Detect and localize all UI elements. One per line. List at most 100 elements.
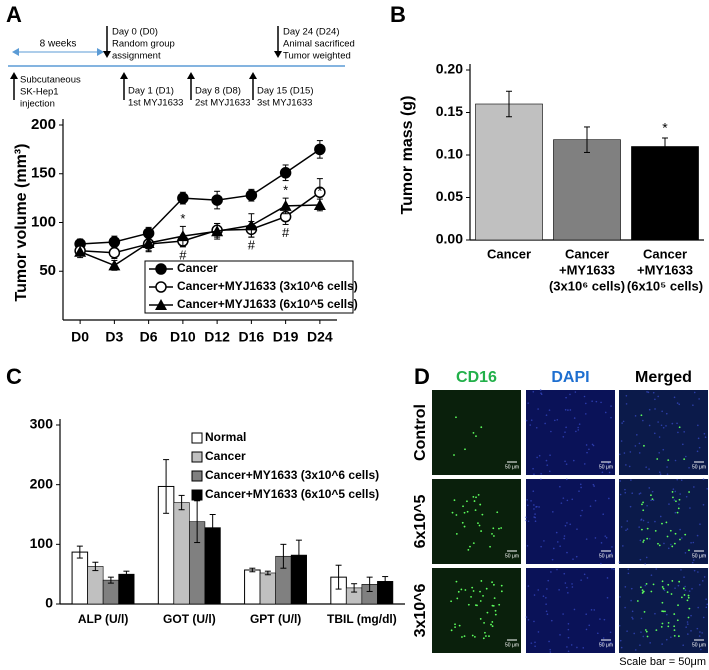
nucleus-dot: [673, 396, 676, 399]
cd16-dot: [660, 625, 663, 628]
event-label: Day 1 (D1): [128, 86, 174, 97]
nucleus-dot: [648, 424, 651, 427]
nucleus-dot: [646, 504, 648, 507]
nucleus-dot: [583, 463, 586, 465]
nucleus-dot: [534, 641, 536, 644]
significance-mark: #: [179, 247, 187, 262]
point-marker: [279, 167, 292, 179]
arrow-head: [103, 51, 111, 58]
nucleus-dot: [533, 473, 535, 475]
nucleus-dot: [690, 614, 692, 617]
cd16-dot: [478, 524, 481, 527]
duration-label: 8 weeks: [40, 39, 77, 50]
nucleus-dot: [525, 616, 528, 618]
nucleus-dot: [548, 409, 551, 411]
nucleus-dot: [562, 613, 564, 615]
nucleus-dot: [566, 646, 568, 648]
nucleus-dot: [600, 642, 603, 645]
bar: [118, 573, 135, 605]
y-tick-label: 150: [31, 165, 56, 182]
cd16-dot: [657, 542, 659, 545]
point-marker: [108, 236, 121, 248]
nucleus-dot: [619, 480, 622, 482]
nucleus-dot: [624, 586, 627, 588]
point-marker: [142, 236, 155, 248]
cd16-dot: [463, 525, 466, 528]
nucleus-dot: [697, 571, 699, 573]
cd16-dot: [674, 532, 677, 535]
cd16-dot: [667, 459, 670, 462]
nucleus-dot: [630, 479, 632, 481]
nucleus-dot: [620, 526, 623, 528]
nucleus-dot: [537, 589, 540, 591]
nucleus-dot: [665, 638, 668, 641]
nucleus-dot: [613, 568, 615, 571]
nucleus-dot: [546, 464, 549, 466]
nucleus-dot: [627, 572, 630, 575]
nucleus-dot: [608, 471, 611, 474]
x-tick-label: D24: [307, 329, 333, 345]
cd16-dot: [675, 500, 677, 503]
nucleus-dot: [556, 418, 559, 421]
cd16-dot: [673, 542, 676, 545]
cd16-dot: [671, 491, 674, 493]
cd16-dot: [642, 501, 644, 504]
x-tick-label: D12: [204, 329, 230, 345]
point-marker: [155, 281, 167, 293]
panel-label: C: [6, 364, 22, 389]
nucleus-dot: [548, 470, 551, 473]
nucleus-dot: [631, 610, 634, 613]
cd16-dot: [490, 623, 492, 626]
nucleus-dot: [573, 459, 575, 462]
nucleus-dot: [703, 432, 706, 435]
nucleus-dot: [644, 584, 647, 587]
nucleus-dot: [584, 413, 587, 415]
x-tick-label: +MY1633: [559, 262, 615, 277]
scale-label: 50 μm: [505, 464, 519, 470]
nucleus-dot: [646, 391, 648, 393]
nucleus-dot: [595, 400, 598, 403]
cd16-dot: [485, 635, 487, 637]
cd16-dot: [491, 581, 493, 584]
cd16-dot: [492, 527, 495, 530]
nucleus-dot: [642, 635, 645, 638]
nucleus-dot: [642, 519, 645, 522]
y-tick-label: 50: [39, 262, 56, 279]
nucleus-dot: [578, 490, 580, 492]
nucleus-dot: [610, 416, 612, 419]
panel-label: D: [414, 364, 430, 389]
nucleus-dot: [630, 587, 633, 590]
cd16-dot: [666, 535, 669, 538]
arrow-head: [97, 48, 104, 56]
significance-mark: *: [317, 184, 322, 199]
nucleus-dot: [623, 452, 626, 454]
nucleus-dot: [683, 576, 685, 579]
cd16-dot: [661, 610, 664, 613]
cd16-dot: [650, 590, 653, 593]
nucleus-dot: [559, 634, 561, 636]
nucleus-dot: [630, 599, 632, 602]
nucleus-dot: [701, 580, 704, 582]
micrograph: [619, 568, 708, 653]
cd16-dot: [455, 416, 457, 419]
nucleus-dot: [549, 648, 551, 651]
y-tick-label: 0.20: [436, 61, 463, 77]
nucleus-dot: [648, 538, 651, 540]
nucleus-dot: [680, 479, 683, 482]
x-tick-label: D19: [273, 329, 299, 345]
cd16-dot: [642, 541, 645, 543]
cd16-dot: [479, 503, 482, 506]
nucleus-dot: [658, 452, 660, 454]
nucleus-dot: [624, 491, 627, 494]
arrow-head: [249, 72, 257, 79]
nucleus-dot: [533, 620, 535, 623]
nucleus-dot: [658, 471, 661, 474]
nucleus-dot: [560, 502, 563, 504]
nucleus-dot: [650, 499, 652, 502]
cd16-dot: [656, 458, 659, 460]
nucleus-dot: [593, 609, 596, 611]
event-label: injection: [20, 99, 55, 110]
nucleus-dot: [571, 583, 573, 585]
nucleus-dot: [655, 568, 658, 570]
x-tick-label: Cancer: [565, 246, 609, 261]
